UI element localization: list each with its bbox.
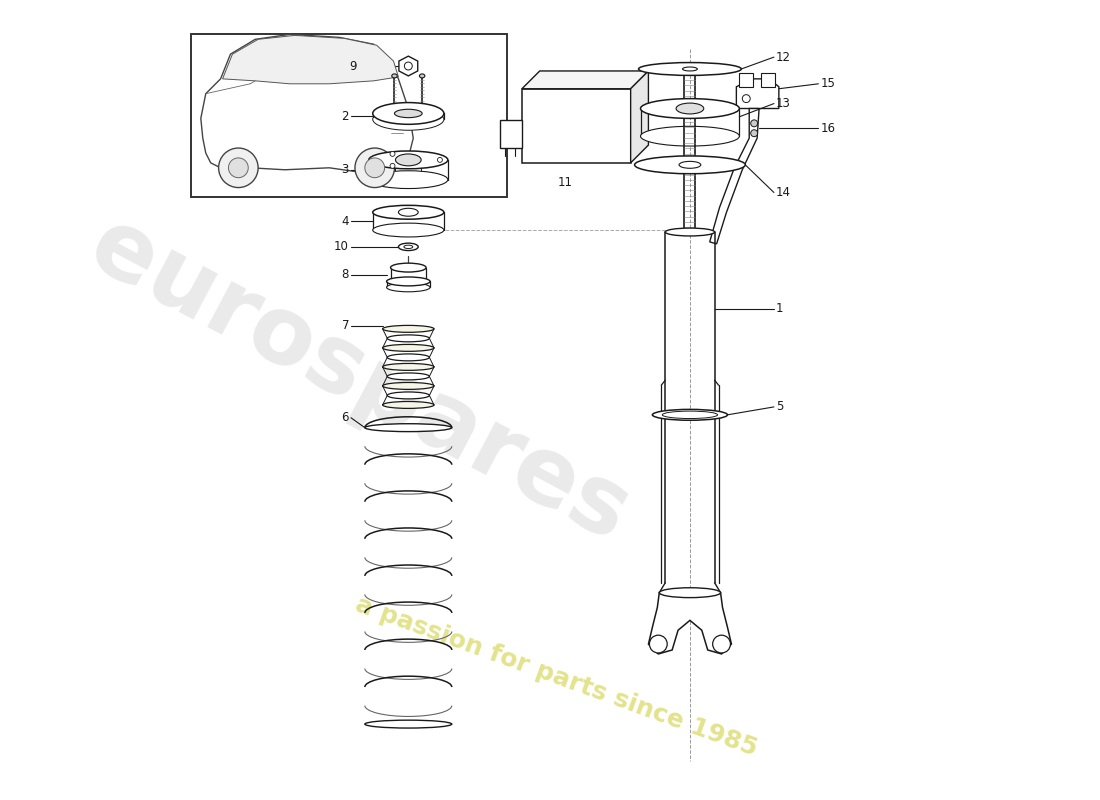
Text: 15: 15	[821, 78, 835, 90]
Ellipse shape	[398, 208, 418, 216]
Text: eurospares: eurospares	[74, 199, 645, 561]
Ellipse shape	[659, 588, 720, 598]
Text: 7: 7	[341, 319, 349, 332]
Text: 2: 2	[341, 110, 349, 123]
Ellipse shape	[373, 223, 444, 237]
Circle shape	[390, 163, 395, 168]
Polygon shape	[399, 56, 418, 76]
Polygon shape	[710, 109, 759, 244]
Circle shape	[355, 148, 395, 187]
Ellipse shape	[383, 382, 434, 390]
Text: a passion for parts since 1985: a passion for parts since 1985	[352, 593, 761, 761]
FancyBboxPatch shape	[500, 120, 522, 148]
Text: 13: 13	[776, 97, 791, 110]
Text: 3: 3	[342, 163, 349, 176]
Ellipse shape	[383, 345, 434, 351]
FancyBboxPatch shape	[761, 73, 774, 86]
Ellipse shape	[419, 74, 425, 78]
Ellipse shape	[383, 363, 434, 370]
Ellipse shape	[395, 110, 422, 118]
Ellipse shape	[383, 326, 434, 332]
Text: 12: 12	[776, 50, 791, 64]
Polygon shape	[222, 35, 398, 84]
Ellipse shape	[387, 335, 429, 342]
FancyBboxPatch shape	[191, 34, 507, 198]
Ellipse shape	[676, 103, 704, 114]
Circle shape	[219, 148, 258, 187]
Text: 8: 8	[342, 268, 349, 281]
Polygon shape	[522, 71, 648, 89]
Ellipse shape	[640, 126, 739, 146]
Ellipse shape	[666, 228, 715, 236]
Ellipse shape	[387, 354, 429, 361]
Ellipse shape	[396, 154, 421, 166]
Circle shape	[742, 94, 750, 102]
Ellipse shape	[386, 283, 430, 292]
Ellipse shape	[635, 156, 746, 174]
Ellipse shape	[662, 411, 717, 418]
Text: 11: 11	[558, 176, 573, 189]
Ellipse shape	[373, 109, 444, 130]
Text: 14: 14	[776, 186, 791, 199]
Ellipse shape	[682, 67, 697, 71]
Circle shape	[390, 151, 395, 156]
Circle shape	[365, 158, 385, 178]
Ellipse shape	[373, 102, 444, 124]
Ellipse shape	[392, 74, 397, 78]
Text: 1: 1	[776, 302, 783, 315]
Text: 6: 6	[341, 411, 349, 424]
Text: 9: 9	[350, 59, 356, 73]
FancyBboxPatch shape	[522, 89, 630, 163]
Polygon shape	[736, 79, 779, 109]
Ellipse shape	[365, 424, 452, 432]
Ellipse shape	[387, 373, 429, 380]
Circle shape	[405, 62, 412, 70]
Circle shape	[438, 158, 442, 162]
Circle shape	[750, 120, 758, 126]
Ellipse shape	[368, 151, 448, 169]
Polygon shape	[648, 593, 732, 654]
Polygon shape	[630, 71, 648, 163]
Text: 10: 10	[334, 240, 349, 254]
Text: 5: 5	[776, 401, 783, 414]
Ellipse shape	[387, 392, 429, 399]
Ellipse shape	[398, 243, 418, 250]
Ellipse shape	[640, 98, 739, 118]
Circle shape	[229, 158, 249, 178]
Ellipse shape	[652, 410, 727, 420]
Ellipse shape	[383, 402, 434, 408]
Ellipse shape	[390, 263, 426, 272]
Text: 4: 4	[341, 214, 349, 228]
Ellipse shape	[373, 206, 444, 219]
Circle shape	[750, 130, 758, 137]
Ellipse shape	[365, 720, 452, 728]
Ellipse shape	[386, 277, 430, 286]
Polygon shape	[201, 34, 414, 173]
Ellipse shape	[368, 170, 448, 189]
Text: 16: 16	[821, 122, 835, 134]
Circle shape	[649, 635, 668, 653]
Ellipse shape	[404, 245, 412, 249]
FancyBboxPatch shape	[739, 73, 754, 86]
Circle shape	[713, 635, 730, 653]
Ellipse shape	[679, 162, 701, 168]
Ellipse shape	[638, 62, 741, 75]
